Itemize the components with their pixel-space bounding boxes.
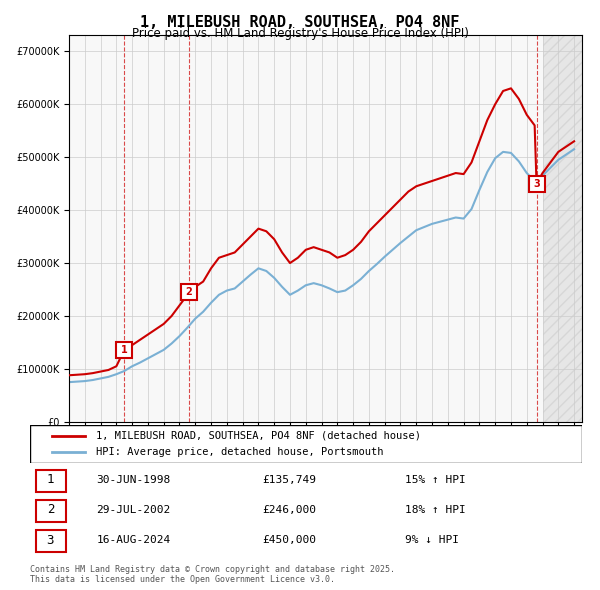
Text: 18% ↑ HPI: 18% ↑ HPI <box>406 505 466 515</box>
FancyBboxPatch shape <box>35 500 66 522</box>
Text: 15% ↑ HPI: 15% ↑ HPI <box>406 475 466 485</box>
Text: 1, MILEBUSH ROAD, SOUTHSEA, PO4 8NF: 1, MILEBUSH ROAD, SOUTHSEA, PO4 8NF <box>140 15 460 30</box>
Text: 3: 3 <box>533 179 540 189</box>
Bar <box>542 35 582 422</box>
Text: £450,000: £450,000 <box>262 535 316 545</box>
Text: 1, MILEBUSH ROAD, SOUTHSEA, PO4 8NF (detached house): 1, MILEBUSH ROAD, SOUTHSEA, PO4 8NF (det… <box>96 431 421 441</box>
FancyBboxPatch shape <box>35 530 66 552</box>
Text: £246,000: £246,000 <box>262 505 316 515</box>
Text: HPI: Average price, detached house, Portsmouth: HPI: Average price, detached house, Port… <box>96 447 384 457</box>
FancyBboxPatch shape <box>35 470 66 491</box>
Text: 2: 2 <box>47 503 54 516</box>
Text: 29-JUL-2002: 29-JUL-2002 <box>96 505 170 515</box>
Text: 3: 3 <box>47 534 54 547</box>
Text: 16-AUG-2024: 16-AUG-2024 <box>96 535 170 545</box>
Text: 9% ↓ HPI: 9% ↓ HPI <box>406 535 460 545</box>
Text: Price paid vs. HM Land Registry's House Price Index (HPI): Price paid vs. HM Land Registry's House … <box>131 27 469 40</box>
Text: Contains HM Land Registry data © Crown copyright and database right 2025.
This d: Contains HM Land Registry data © Crown c… <box>30 565 395 584</box>
Text: 30-JUN-1998: 30-JUN-1998 <box>96 475 170 485</box>
Text: 1: 1 <box>121 345 128 355</box>
Text: 2: 2 <box>185 287 192 297</box>
Text: 1: 1 <box>47 473 54 486</box>
Text: £135,749: £135,749 <box>262 475 316 485</box>
FancyBboxPatch shape <box>30 425 582 463</box>
